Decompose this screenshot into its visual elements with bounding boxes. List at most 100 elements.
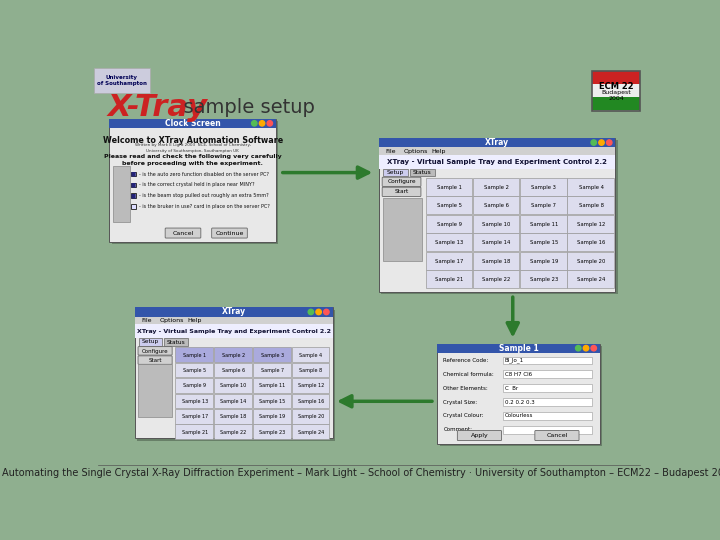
Text: Sample 10: Sample 10 xyxy=(482,222,510,227)
Text: Setup: Setup xyxy=(387,170,404,175)
FancyBboxPatch shape xyxy=(520,197,567,214)
Text: Sample 24: Sample 24 xyxy=(577,277,606,282)
FancyBboxPatch shape xyxy=(175,347,213,362)
FancyBboxPatch shape xyxy=(138,364,172,417)
FancyBboxPatch shape xyxy=(520,178,567,195)
FancyBboxPatch shape xyxy=(292,378,330,393)
FancyBboxPatch shape xyxy=(175,409,213,423)
Text: Apply: Apply xyxy=(471,433,489,437)
Text: Comment:: Comment: xyxy=(444,427,472,433)
Text: Setup: Setup xyxy=(142,340,159,345)
Text: Sample 1: Sample 1 xyxy=(437,185,462,190)
Text: ■: ■ xyxy=(131,183,136,187)
FancyBboxPatch shape xyxy=(214,409,252,423)
Text: sample setup: sample setup xyxy=(171,98,315,117)
Text: File: File xyxy=(385,148,396,153)
Text: Sample 8: Sample 8 xyxy=(579,203,603,208)
Text: Sample 4: Sample 4 xyxy=(300,353,323,357)
Text: Status: Status xyxy=(413,170,432,175)
Text: ■: ■ xyxy=(131,172,136,177)
FancyBboxPatch shape xyxy=(131,172,136,177)
FancyBboxPatch shape xyxy=(253,394,291,408)
FancyBboxPatch shape xyxy=(410,168,435,177)
Text: Help: Help xyxy=(432,148,446,153)
FancyBboxPatch shape xyxy=(135,307,333,438)
FancyBboxPatch shape xyxy=(214,347,252,362)
FancyBboxPatch shape xyxy=(567,233,614,251)
Text: Status: Status xyxy=(166,340,186,345)
FancyBboxPatch shape xyxy=(593,97,640,110)
FancyBboxPatch shape xyxy=(214,424,252,439)
FancyBboxPatch shape xyxy=(109,119,276,128)
FancyBboxPatch shape xyxy=(113,166,130,222)
Text: Sample 19: Sample 19 xyxy=(530,259,558,264)
FancyBboxPatch shape xyxy=(135,316,333,325)
FancyBboxPatch shape xyxy=(473,252,519,269)
Text: Other Elements:: Other Elements: xyxy=(444,386,488,391)
Text: X-Tray: X-Tray xyxy=(107,93,207,122)
Text: Sample 8: Sample 8 xyxy=(300,368,323,373)
Text: Sample 2: Sample 2 xyxy=(484,185,509,190)
FancyBboxPatch shape xyxy=(253,378,291,393)
FancyBboxPatch shape xyxy=(131,204,136,209)
Text: Sample 9: Sample 9 xyxy=(437,222,462,227)
FancyBboxPatch shape xyxy=(473,233,519,251)
FancyBboxPatch shape xyxy=(426,178,472,195)
Circle shape xyxy=(324,309,329,315)
Text: C  Br: C Br xyxy=(505,386,518,391)
Text: Options: Options xyxy=(160,318,184,323)
Circle shape xyxy=(267,120,272,126)
Text: Start: Start xyxy=(148,358,162,363)
FancyBboxPatch shape xyxy=(520,233,567,251)
FancyBboxPatch shape xyxy=(473,271,519,288)
Text: Sample 15: Sample 15 xyxy=(259,399,285,404)
Text: Sample 16: Sample 16 xyxy=(577,240,606,245)
FancyBboxPatch shape xyxy=(175,424,213,439)
FancyBboxPatch shape xyxy=(253,347,291,362)
Text: XTray - Virtual Sample Tray and Experiment Control 2.2: XTray - Virtual Sample Tray and Experime… xyxy=(387,159,607,165)
Text: Clock Screen: Clock Screen xyxy=(165,119,220,128)
FancyBboxPatch shape xyxy=(567,215,614,233)
Text: Sample 11: Sample 11 xyxy=(530,222,558,227)
FancyBboxPatch shape xyxy=(253,424,291,439)
FancyBboxPatch shape xyxy=(214,394,252,408)
Text: Help: Help xyxy=(188,318,202,323)
Text: Sample 3: Sample 3 xyxy=(261,353,284,357)
Text: Cancel: Cancel xyxy=(172,231,194,236)
Circle shape xyxy=(591,346,596,351)
Circle shape xyxy=(251,120,257,126)
FancyBboxPatch shape xyxy=(520,271,567,288)
FancyBboxPatch shape xyxy=(292,424,330,439)
Text: Sample 3: Sample 3 xyxy=(531,185,557,190)
Text: Cancel: Cancel xyxy=(546,433,568,437)
FancyBboxPatch shape xyxy=(567,197,614,214)
Text: Sample 14: Sample 14 xyxy=(482,240,510,245)
Text: Sample 19: Sample 19 xyxy=(259,414,285,419)
FancyBboxPatch shape xyxy=(292,394,330,408)
Text: Sample 6: Sample 6 xyxy=(484,203,509,208)
Text: Sample 5: Sample 5 xyxy=(437,203,462,208)
FancyBboxPatch shape xyxy=(503,356,593,365)
Circle shape xyxy=(583,346,589,351)
FancyBboxPatch shape xyxy=(503,398,593,406)
Text: Sample 22: Sample 22 xyxy=(482,277,510,282)
Text: Sample 1: Sample 1 xyxy=(183,353,206,357)
FancyBboxPatch shape xyxy=(503,384,593,392)
Text: Sample 17: Sample 17 xyxy=(181,414,208,419)
Text: Sample 11: Sample 11 xyxy=(259,383,285,388)
Text: - is the correct crystal held in place near MINY?: - is the correct crystal held in place n… xyxy=(139,183,254,187)
Text: XTray: XTray xyxy=(485,138,509,147)
Text: Budapest
2004: Budapest 2004 xyxy=(601,90,631,101)
FancyBboxPatch shape xyxy=(567,178,614,195)
Text: Sample 23: Sample 23 xyxy=(259,430,285,435)
FancyBboxPatch shape xyxy=(139,338,162,346)
Text: Sample 13: Sample 13 xyxy=(181,399,208,404)
FancyBboxPatch shape xyxy=(426,197,472,214)
FancyBboxPatch shape xyxy=(383,168,408,177)
FancyBboxPatch shape xyxy=(437,343,600,353)
Text: XTray - Virtual Sample Tray and Experiment Control 2.2: XTray - Virtual Sample Tray and Experime… xyxy=(137,329,330,334)
FancyBboxPatch shape xyxy=(503,426,593,434)
Text: Sample 7: Sample 7 xyxy=(531,203,557,208)
FancyBboxPatch shape xyxy=(131,183,136,187)
FancyBboxPatch shape xyxy=(253,363,291,377)
